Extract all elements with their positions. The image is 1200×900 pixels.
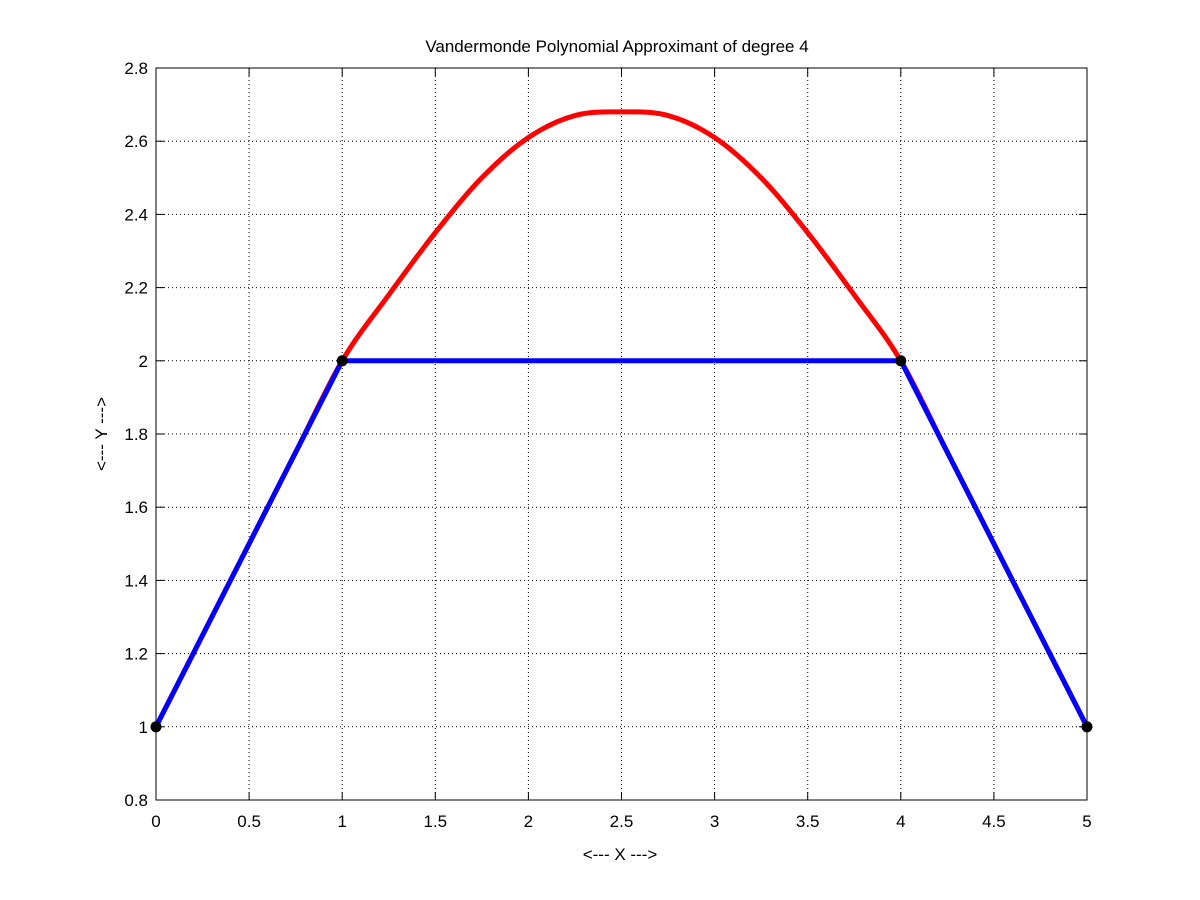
x-tick-label: 1.5: [423, 812, 447, 831]
ticks: 0 0.5 1 1.5 2 2.5 3 3.5 4 4.5 5 0.8 1 1.2 1.4 1.6 1.8 2 2.…: [124, 59, 1091, 831]
y-tick-label: 1.4: [124, 571, 148, 590]
x-tick-label: 3: [710, 812, 719, 831]
data-point-marker: [1081, 721, 1093, 733]
x-tick-label: 5: [1082, 812, 1091, 831]
x-tick-label: 0: [151, 812, 160, 831]
data-point-marker: [895, 355, 907, 367]
y-tick-label: 1.8: [124, 425, 148, 444]
data-point-marker: [150, 721, 162, 733]
x-tick-label: 4.5: [982, 812, 1006, 831]
y-tick-label: 1.2: [124, 645, 148, 664]
x-tick-label: 4: [896, 812, 905, 831]
x-tick-label: 1: [337, 812, 346, 831]
y-tick-label: 2.2: [124, 279, 148, 298]
data-point-marker: [336, 355, 348, 367]
x-tick-label: 0.5: [237, 812, 261, 831]
x-axis-label: <--- X --->: [583, 845, 658, 864]
y-tick-label: 2.8: [124, 59, 148, 78]
x-tick-label: 2: [524, 812, 533, 831]
chart-title: Vandermonde Polynomial Approximant of de…: [425, 37, 808, 56]
piecewise-linear-line: [153, 358, 1090, 730]
y-axis-label: <--- Y --->: [92, 397, 111, 471]
x-tick-label: 3.5: [796, 812, 820, 831]
x-tick-label: 2.5: [610, 812, 634, 831]
y-tick-label: 0.8: [124, 791, 148, 810]
series-group: [150, 109, 1093, 733]
y-tick-label: 1.6: [124, 498, 148, 517]
y-tick-label: 2: [139, 352, 148, 371]
y-tick-label: 1: [139, 718, 148, 737]
y-tick-label: 2.6: [124, 132, 148, 151]
y-tick-label: 2.4: [124, 205, 148, 224]
